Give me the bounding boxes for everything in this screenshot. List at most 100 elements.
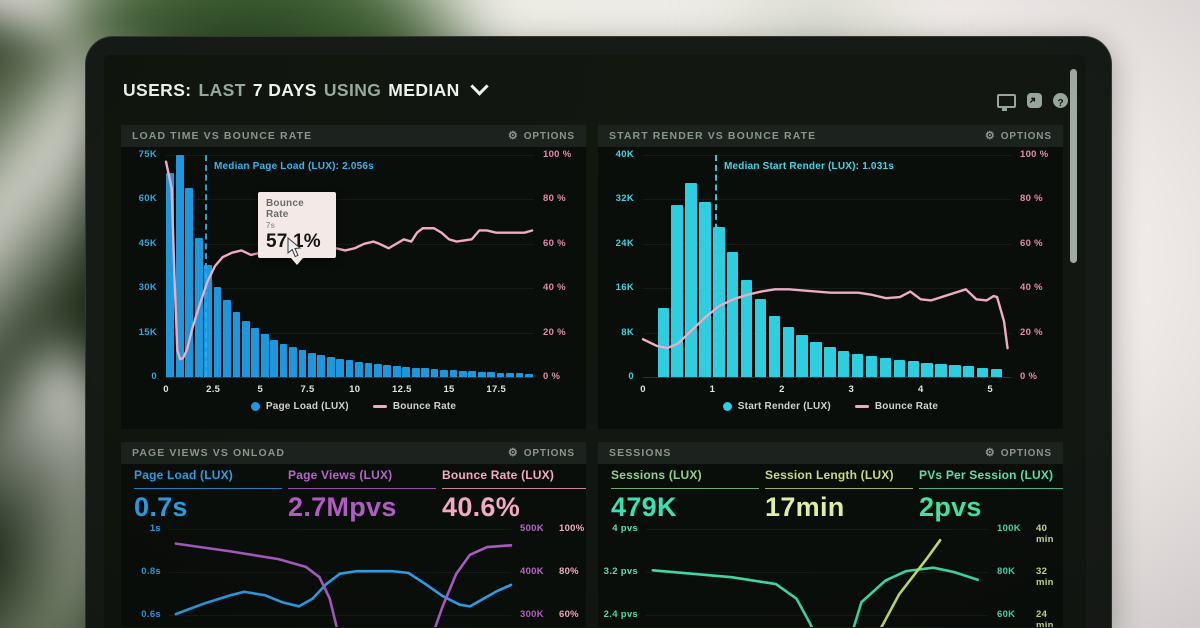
histogram-bar[interactable] [374, 364, 382, 377]
tooltip-value: 57.1% [266, 231, 321, 252]
page-views-lux-line[interactable] [174, 542, 513, 627]
pvs-per-session-lux-line[interactable] [651, 566, 980, 627]
gear-icon: ⚙ [984, 129, 996, 142]
histogram-bar[interactable] [824, 347, 836, 377]
histogram-bar[interactable] [458, 370, 467, 377]
y-axis-label: 32K [615, 193, 634, 205]
metric-value: 0.7s [134, 492, 188, 522]
histogram-bar[interactable] [865, 355, 878, 377]
histogram-bar[interactable] [232, 311, 241, 377]
histogram-bar[interactable] [685, 182, 697, 377]
histogram-bar[interactable] [907, 361, 919, 377]
y-axis-label-right: 0 % [1020, 371, 1038, 382]
histogram-bar[interactable] [810, 342, 822, 377]
histogram-bar[interactable] [364, 363, 373, 377]
session-length-lux-line[interactable] [865, 538, 942, 627]
histogram-bar[interactable] [713, 227, 725, 377]
histogram-bar[interactable] [515, 373, 524, 377]
histogram-bar[interactable] [298, 350, 307, 377]
histogram-bar[interactable] [851, 353, 864, 377]
histogram-bar[interactable] [506, 372, 514, 377]
bounce-rate-line[interactable] [164, 160, 534, 361]
histogram-bar[interactable] [496, 372, 505, 377]
histogram-bar[interactable] [326, 356, 335, 377]
metric-bounce-rate-lux: Bounce Rate (LUX) 40.6% [442, 468, 586, 521]
histogram-bar[interactable] [768, 315, 781, 377]
options-button[interactable]: ⚙ OPTIONS [984, 129, 1052, 142]
histogram-bar[interactable] [175, 155, 184, 377]
histogram-bar[interactable] [976, 367, 989, 377]
histogram-bar[interactable] [893, 359, 906, 377]
histogram-bar[interactable] [317, 354, 326, 377]
legend-item-bounce-rate[interactable]: Bounce Rate [854, 401, 938, 412]
histogram-bar[interactable] [782, 327, 794, 377]
share-icon[interactable] [1027, 93, 1042, 108]
y-axis-label-right: 80K 32 min [997, 566, 1063, 588]
histogram-bar[interactable] [838, 350, 850, 377]
histogram-bar[interactable] [308, 352, 316, 377]
y-axis-label-right: 0 % [543, 371, 561, 382]
histogram-bar[interactable] [935, 364, 947, 377]
histogram-bar[interactable] [477, 371, 486, 377]
histogram-bar[interactable] [355, 361, 363, 377]
legend-item-page-load-lux[interactable]: Page Load (LUX) [250, 401, 349, 412]
page-load-lux-line[interactable] [174, 569, 513, 616]
metric-page-load-lux: Page Load (LUX) 0.7s [134, 468, 282, 521]
histogram-bar[interactable] [430, 369, 439, 377]
histogram-bar[interactable] [392, 366, 401, 377]
page-title-dropdown[interactable]: USERS: LAST 7 DAYS USING MEDIAN [123, 77, 489, 101]
metric-row: Page Load (LUX) 0.7s Page Views (LUX) 2.7Mp… [121, 442, 586, 627]
histogram-bar[interactable] [421, 368, 429, 377]
histogram-bar[interactable] [963, 366, 975, 377]
histogram-bar[interactable] [289, 347, 297, 377]
histogram-bar[interactable] [657, 307, 669, 377]
histogram-bar[interactable] [727, 252, 739, 377]
histogram-bar[interactable] [402, 366, 411, 377]
histogram-bar[interactable] [699, 202, 711, 377]
gridline [166, 332, 534, 334]
options-button[interactable]: ⚙ OPTIONS [984, 446, 1052, 459]
histogram-bar[interactable] [223, 300, 231, 377]
histogram-bar[interactable] [260, 334, 269, 377]
histogram-bar[interactable] [279, 344, 288, 377]
right-axis-primary: 80K [997, 566, 1016, 577]
histogram-bar[interactable] [166, 172, 175, 377]
histogram-bar[interactable] [383, 365, 392, 377]
histogram-bar[interactable] [336, 358, 345, 377]
legend-item-bounce-rate[interactable]: Bounce Rate [372, 401, 456, 412]
options-button[interactable]: ⚙ OPTIONS [507, 129, 575, 142]
histogram-bar[interactable] [671, 204, 683, 377]
histogram-bar[interactable] [213, 286, 222, 377]
histogram-bar[interactable] [449, 370, 458, 377]
x-axis-label: 10 [349, 384, 361, 395]
help-icon[interactable] [1053, 93, 1068, 108]
histogram-bar[interactable] [468, 371, 477, 377]
histogram-bar[interactable] [796, 335, 808, 377]
histogram-bar[interactable] [345, 360, 354, 377]
bounce-rate-line[interactable] [641, 288, 1009, 350]
histogram-bar[interactable] [270, 340, 278, 377]
scrollbar-thumb[interactable] [1070, 69, 1077, 263]
metric-label: Bounce Rate (LUX) [442, 468, 555, 482]
histogram-bar[interactable] [204, 264, 212, 377]
panel-header: LOAD TIME VS BOUNCE RATE ⚙ OPTIONS [121, 125, 586, 147]
histogram-bar[interactable] [241, 320, 250, 377]
y-axis-label: 0.6s [141, 609, 161, 620]
histogram-bar[interactable] [185, 187, 194, 377]
histogram-bar[interactable] [411, 367, 420, 377]
options-button[interactable]: ⚙ OPTIONS [507, 446, 575, 459]
display-icon[interactable] [997, 93, 1016, 111]
histogram-bar[interactable] [879, 358, 892, 377]
histogram-bar[interactable] [754, 299, 767, 377]
histogram-bar[interactable] [740, 279, 753, 377]
panel-sessions: SESSIONS ⚙ OPTIONS Sessions (LUX) 479K Sess… [598, 442, 1063, 627]
histogram-bar[interactable] [990, 368, 1003, 377]
histogram-bar[interactable] [525, 373, 533, 377]
histogram-bar[interactable] [487, 371, 496, 377]
histogram-bar[interactable] [251, 328, 260, 377]
histogram-bar[interactable] [440, 369, 448, 377]
x-axis-label: 2 [779, 384, 785, 395]
histogram-bar[interactable] [949, 365, 961, 377]
histogram-bar[interactable] [921, 363, 933, 377]
legend-item-start-render-lux[interactable]: Start Render (LUX) [722, 401, 831, 412]
